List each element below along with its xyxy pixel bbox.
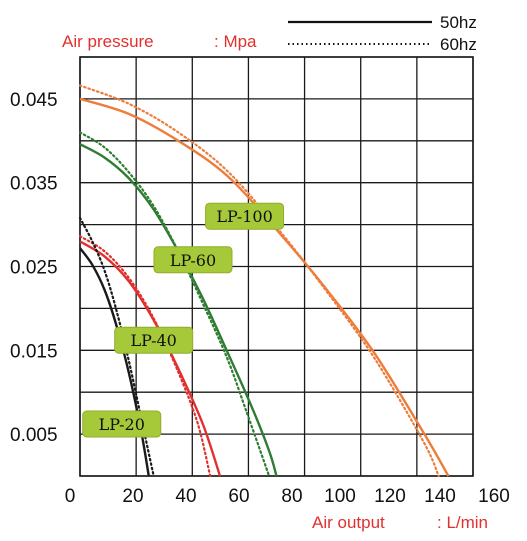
x-tick-label: 140 <box>424 486 456 507</box>
lp-100-60hz-curve <box>78 84 440 478</box>
x-axis-label: Air output <box>312 513 385 532</box>
x-tick-labels: 0 20 40 60 80 100 120 140 160 <box>65 486 510 507</box>
legend-label-60hz: 60hz <box>440 35 477 54</box>
lp-100-50hz-curve <box>79 97 450 477</box>
lp-20-tag <box>82 410 162 438</box>
legend: 50hz 60hz <box>288 13 477 54</box>
y-tick-label: 0.045 <box>10 90 58 111</box>
curves <box>78 84 450 478</box>
x-tick-label: 80 <box>281 486 302 507</box>
y-tick-label: 0.015 <box>10 341 58 362</box>
x-tick-label: 120 <box>374 486 406 507</box>
y-axis-unit: : Mpa <box>214 32 257 51</box>
x-tick-label: 0 <box>65 486 76 507</box>
model-tags: LP-100 LP-60 LP-40 LP-20 <box>82 202 285 438</box>
x-tick-label: 100 <box>324 486 356 507</box>
lp-60-tag-label: LP-60 <box>170 251 216 270</box>
lp-60-50hz-curve <box>79 143 278 477</box>
y-tick-label: 0.005 <box>10 425 58 446</box>
y-tick-label: 0.025 <box>10 258 58 279</box>
y-tick-label: 0.035 <box>10 174 58 195</box>
lp-20-50hz-curve <box>79 247 150 477</box>
x-tick-label: 20 <box>122 486 143 507</box>
x-tick-label: 60 <box>228 486 249 507</box>
x-tick-label: 160 <box>478 486 510 507</box>
lp-60-60hz-curve <box>78 131 271 478</box>
y-tick-labels: 0.045 0.035 0.025 0.015 0.005 <box>10 90 58 446</box>
lp-20-tag-label: LP-20 <box>99 415 145 434</box>
lp-40-tag-label: LP-40 <box>131 331 177 350</box>
lp-60-tag <box>153 246 233 274</box>
lp-100-tag <box>205 202 285 230</box>
lp-40-50hz-curve <box>79 240 222 477</box>
legend-label-50hz: 50hz <box>440 13 477 32</box>
lp-100-tag-label: LP-100 <box>216 207 272 226</box>
lp-40-tag <box>114 326 194 354</box>
x-axis-unit: : L/min <box>437 513 488 532</box>
x-tick-label: 40 <box>175 486 196 507</box>
y-axis-label: Air pressure <box>62 32 154 51</box>
